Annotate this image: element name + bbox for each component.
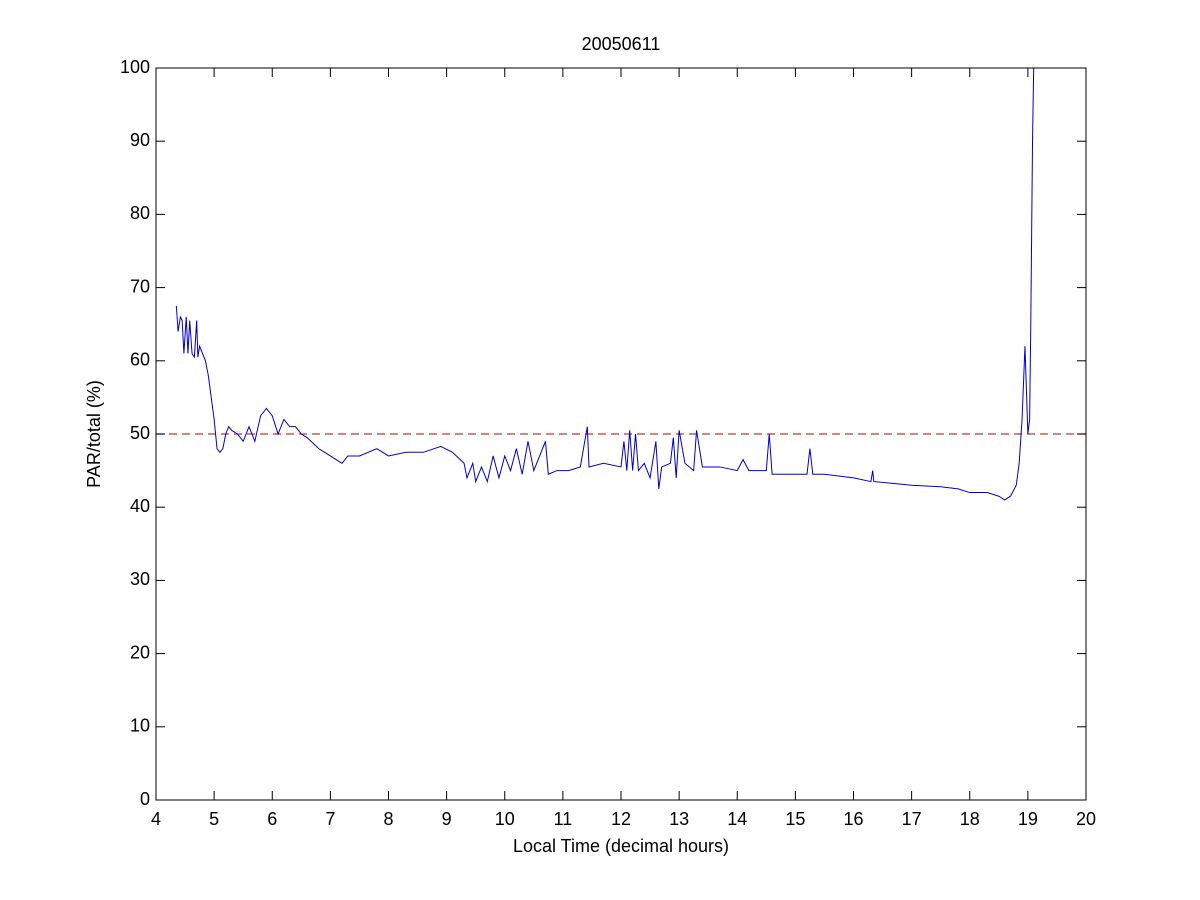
x-tick-label: 9 bbox=[442, 809, 452, 829]
y-axis-label: PAR/total (%) bbox=[84, 380, 104, 488]
x-axis-label: Local Time (decimal hours) bbox=[513, 836, 729, 856]
y-tick-label: 20 bbox=[130, 642, 150, 662]
x-tick-label: 15 bbox=[785, 809, 805, 829]
y-tick-label: 30 bbox=[130, 569, 150, 589]
y-tick-label: 10 bbox=[130, 716, 150, 736]
x-tick-label: 20 bbox=[1076, 809, 1096, 829]
x-tick-label: 8 bbox=[383, 809, 393, 829]
x-tick-label: 11 bbox=[554, 809, 573, 829]
data-line bbox=[175, 68, 1035, 501]
x-tick-label: 12 bbox=[611, 809, 631, 829]
x-tick-label: 14 bbox=[727, 809, 747, 829]
x-tick-label: 13 bbox=[669, 809, 689, 829]
y-tick-label: 0 bbox=[140, 789, 150, 809]
chart-title: 20050611 bbox=[582, 34, 661, 54]
x-tick-label: 4 bbox=[151, 809, 161, 829]
y-tick-label: 50 bbox=[130, 423, 150, 443]
x-tick-label: 7 bbox=[325, 809, 335, 829]
y-tick-label: 70 bbox=[130, 276, 150, 296]
x-tick-label: 6 bbox=[267, 809, 277, 829]
y-tick-label: 60 bbox=[130, 350, 150, 370]
y-tick-label: 80 bbox=[130, 203, 150, 223]
y-tick-label: 90 bbox=[130, 130, 150, 150]
x-tick-label: 5 bbox=[209, 809, 219, 829]
x-tick-label: 18 bbox=[960, 809, 980, 829]
x-tick-label: 16 bbox=[843, 809, 863, 829]
y-tick-label: 100 bbox=[120, 57, 150, 77]
y-tick-label: 40 bbox=[130, 496, 150, 516]
x-tick-label: 17 bbox=[902, 809, 922, 829]
x-tick-label: 10 bbox=[495, 809, 515, 829]
x-tick-label: 19 bbox=[1018, 809, 1038, 829]
